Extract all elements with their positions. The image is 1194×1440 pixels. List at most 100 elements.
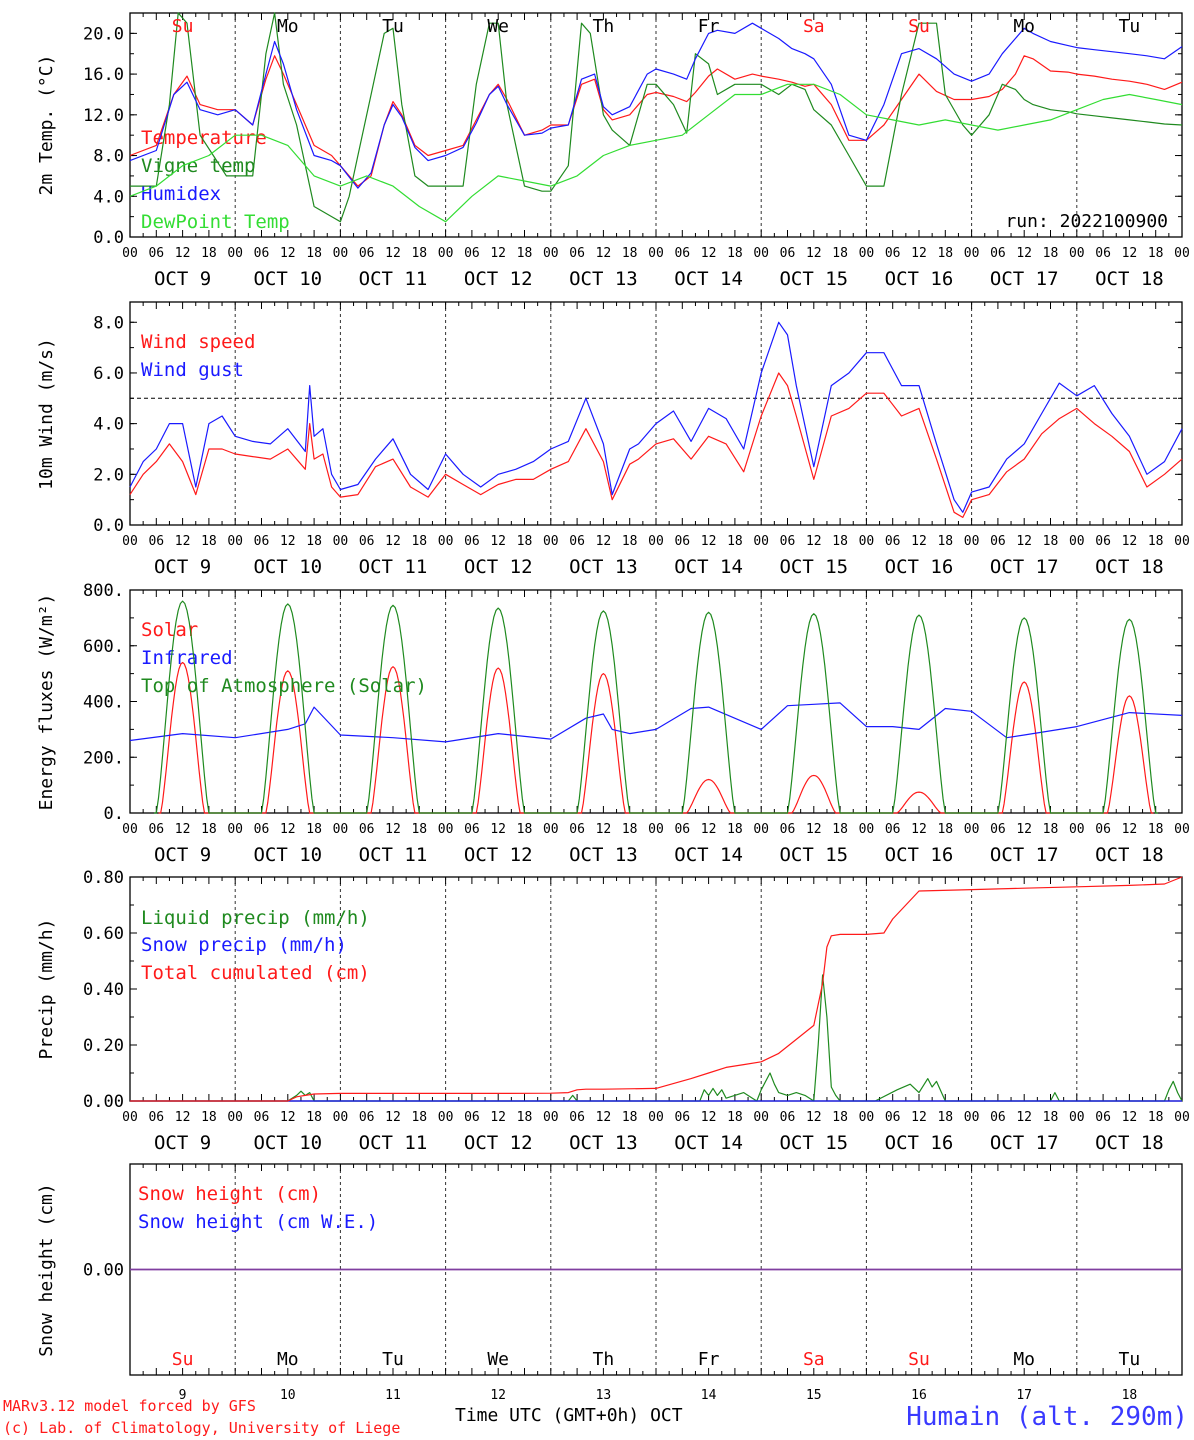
x-hour-label: 06 (569, 246, 585, 261)
x-hour-label: 12 (1016, 822, 1032, 837)
x-hour-label: 18 (727, 822, 743, 837)
x-hour-label: 00 (333, 1110, 349, 1125)
panel-frame-wind (129, 301, 1183, 526)
x-hour-label: 18 (937, 822, 953, 837)
x-hour-label: 00 (859, 534, 875, 549)
y-tick-label: 20.0 (83, 24, 124, 44)
x-hour-label: 06 (148, 534, 164, 549)
x-date-label: OCT 13 (569, 268, 638, 290)
x-date-label: OCT 16 (885, 844, 954, 866)
x-hour-label: 12 (596, 246, 612, 261)
day-number-label: 11 (385, 1388, 401, 1403)
x-date-label: OCT 15 (779, 1132, 848, 1154)
x-hour-label: 12 (1122, 822, 1138, 837)
legend-entry: Temperature (141, 127, 267, 149)
x-hour-label: 12 (701, 534, 717, 549)
x-hour-label: 18 (411, 246, 427, 261)
x-hour-label: 12 (911, 534, 927, 549)
x-hour-label: 18 (622, 1110, 638, 1125)
day-name-label: Su (908, 16, 930, 37)
x-hour-label: 18 (1148, 246, 1164, 261)
day-name-label: Su (172, 1349, 194, 1370)
x-hour-label: 06 (780, 822, 796, 837)
day-number-label: 17 (1016, 1388, 1032, 1403)
day-name-label: Th (593, 1349, 615, 1370)
series-line-infrared (129, 702, 1183, 743)
x-date-label: OCT 18 (1095, 1132, 1164, 1154)
y-tick-label: 4.0 (93, 415, 124, 435)
x-hour-label: 12 (1016, 534, 1032, 549)
day-number-label: 18 (1122, 1388, 1138, 1403)
x-hour-label: 18 (937, 1110, 953, 1125)
legend-entry: Vigne temp (141, 155, 255, 177)
x-hour-label: 12 (806, 534, 822, 549)
series-line-humidex (129, 22, 1183, 189)
day-number-label: 16 (911, 1388, 927, 1403)
x-hour-label: 18 (832, 822, 848, 837)
x-hour-label: 12 (490, 246, 506, 261)
day-number-label: 14 (701, 1388, 717, 1403)
day-name-label: Tu (1119, 1349, 1141, 1370)
x-date-label: OCT 9 (154, 1132, 211, 1154)
x-hour-label: 00 (648, 1110, 664, 1125)
x-hour-label: 00 (753, 246, 769, 261)
x-hour-label: 06 (359, 822, 375, 837)
x-hour-label: 00 (648, 534, 664, 549)
y-tick-label: 2.0 (93, 465, 124, 485)
x-date-label: OCT 11 (359, 844, 428, 866)
series-line-wind-gust (129, 321, 1183, 513)
x-hour-label: 12 (1016, 1110, 1032, 1125)
x-hour-label: 12 (385, 1110, 401, 1125)
x-date-label: OCT 17 (990, 556, 1059, 578)
legend-entry: Wind gust (141, 359, 244, 381)
x-hour-label: 00 (333, 246, 349, 261)
x-hour-label: 12 (175, 246, 191, 261)
y-tick-label: 200. (83, 748, 124, 768)
y-tick-label: 4.0 (93, 187, 124, 207)
x-hour-label: 12 (175, 1110, 191, 1125)
x-hour-label: 00 (227, 1110, 243, 1125)
x-hour-label: 18 (832, 534, 848, 549)
x-hour-label: 18 (727, 246, 743, 261)
x-hour-label: 18 (832, 1110, 848, 1125)
x-date-label: OCT 15 (779, 268, 848, 290)
x-hour-label: 12 (806, 1110, 822, 1125)
legend-entry: Top of Atmosphere (Solar) (141, 675, 427, 697)
x-hour-label: 18 (306, 246, 322, 261)
x-hour-label: 18 (937, 246, 953, 261)
x-hour-label: 00 (1069, 246, 1085, 261)
y-tick-label: 0.0 (93, 228, 124, 248)
panel-frame-energy (129, 589, 1183, 814)
y-axis-label: Precip (mm/h) (36, 919, 57, 1060)
x-hour-label: 18 (727, 534, 743, 549)
x-hour-label: 06 (885, 246, 901, 261)
x-date-label: OCT 16 (885, 556, 954, 578)
y-tick-label: 8.0 (93, 313, 124, 333)
series-line-wind-speed (129, 372, 1183, 518)
x-hour-label: 18 (201, 246, 217, 261)
x-hour-label: 00 (333, 534, 349, 549)
x-hour-label: 00 (1174, 246, 1190, 261)
x-hour-label: 18 (1148, 822, 1164, 837)
day-name-label: Th (593, 16, 615, 37)
x-date-label: OCT 17 (990, 844, 1059, 866)
x-hour-label: 06 (148, 1110, 164, 1125)
x-hour-label: 00 (333, 822, 349, 837)
x-date-label: OCT 16 (885, 1132, 954, 1154)
x-date-label: OCT 13 (569, 1132, 638, 1154)
x-hour-label: 00 (543, 534, 559, 549)
legend-entry: Snow precip (mm/h) (141, 934, 347, 956)
x-hour-label: 00 (1069, 534, 1085, 549)
x-hour-label: 00 (543, 822, 559, 837)
x-date-label: OCT 14 (674, 556, 743, 578)
day-number-label: 15 (806, 1388, 822, 1403)
x-hour-label: 00 (859, 246, 875, 261)
x-hour-label: 18 (201, 822, 217, 837)
x-hour-label: 00 (438, 246, 454, 261)
x-hour-label: 00 (122, 246, 138, 261)
x-hour-label: 18 (517, 246, 533, 261)
y-tick-label: 0.80 (83, 868, 124, 888)
x-hour-label: 12 (490, 822, 506, 837)
legend-entry: DewPoint Temp (141, 211, 290, 233)
x-hour-label: 12 (385, 534, 401, 549)
